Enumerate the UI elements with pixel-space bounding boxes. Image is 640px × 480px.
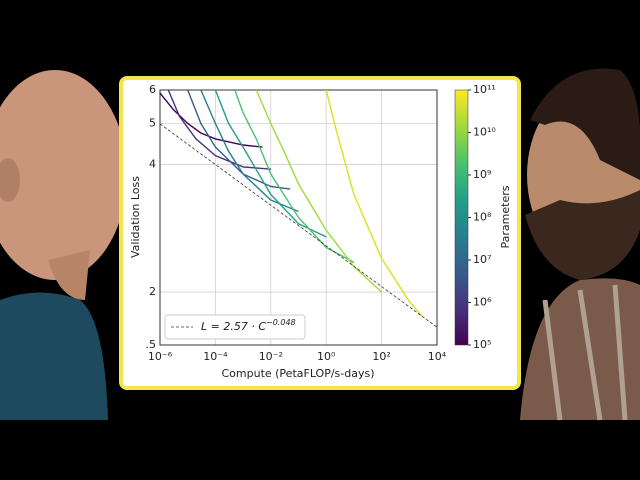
y-tick-label: 5 [149, 117, 156, 130]
loss-curve [200, 90, 299, 213]
legend-text: L = 2.57 · C [201, 320, 266, 333]
colorbar-label: Parameters [499, 185, 512, 248]
y-tick-label: .5 [146, 338, 157, 351]
chart-panel [119, 76, 521, 390]
y-tick-label: 4 [149, 158, 156, 171]
y-tick-label: 2 [149, 285, 156, 298]
legend-box [164, 314, 306, 340]
y-axis-label: Validation Loss [129, 176, 142, 258]
x-axis-label: Compute (PetaFLOP/s-days) [221, 367, 374, 380]
colorbar [454, 89, 469, 346]
x-tick-label: 10⁴ [428, 350, 447, 363]
x-tick-label: 10⁻² [259, 350, 283, 363]
colorbar-tick-label: 10⁹ [473, 168, 491, 181]
colorbar-tick-label: 10⁶ [473, 296, 492, 309]
x-tick-label: 10⁰ [317, 350, 336, 363]
colorbar-tick-label: 10⁷ [473, 253, 491, 266]
colorbar-tick-label: 10¹¹ [473, 83, 496, 96]
fit-line [160, 123, 437, 328]
loss-curve [167, 90, 271, 170]
left-person [0, 70, 127, 420]
loss-curve [160, 92, 263, 148]
colorbar-tick-label: 10⁵ [473, 338, 491, 351]
x-tick-label: 10⁻⁶ [148, 350, 173, 363]
loss-curve [187, 90, 291, 190]
x-tick-label: 10⁻⁴ [203, 350, 228, 363]
loss-curve [214, 90, 327, 238]
right-person [520, 68, 640, 421]
loss-curve [325, 90, 424, 318]
loss-curve [234, 90, 355, 264]
plot-frame [159, 89, 438, 346]
legend-label: L = 2.57 · C−0.048 [201, 318, 296, 334]
colorbar-tick-label: 10⁸ [473, 211, 492, 224]
y-tick-label: 6 [149, 83, 156, 96]
colorbar-tick-label: 10¹⁰ [473, 126, 496, 139]
x-tick-label: 10² [372, 350, 390, 363]
legend-exponent: −0.048 [266, 318, 296, 327]
